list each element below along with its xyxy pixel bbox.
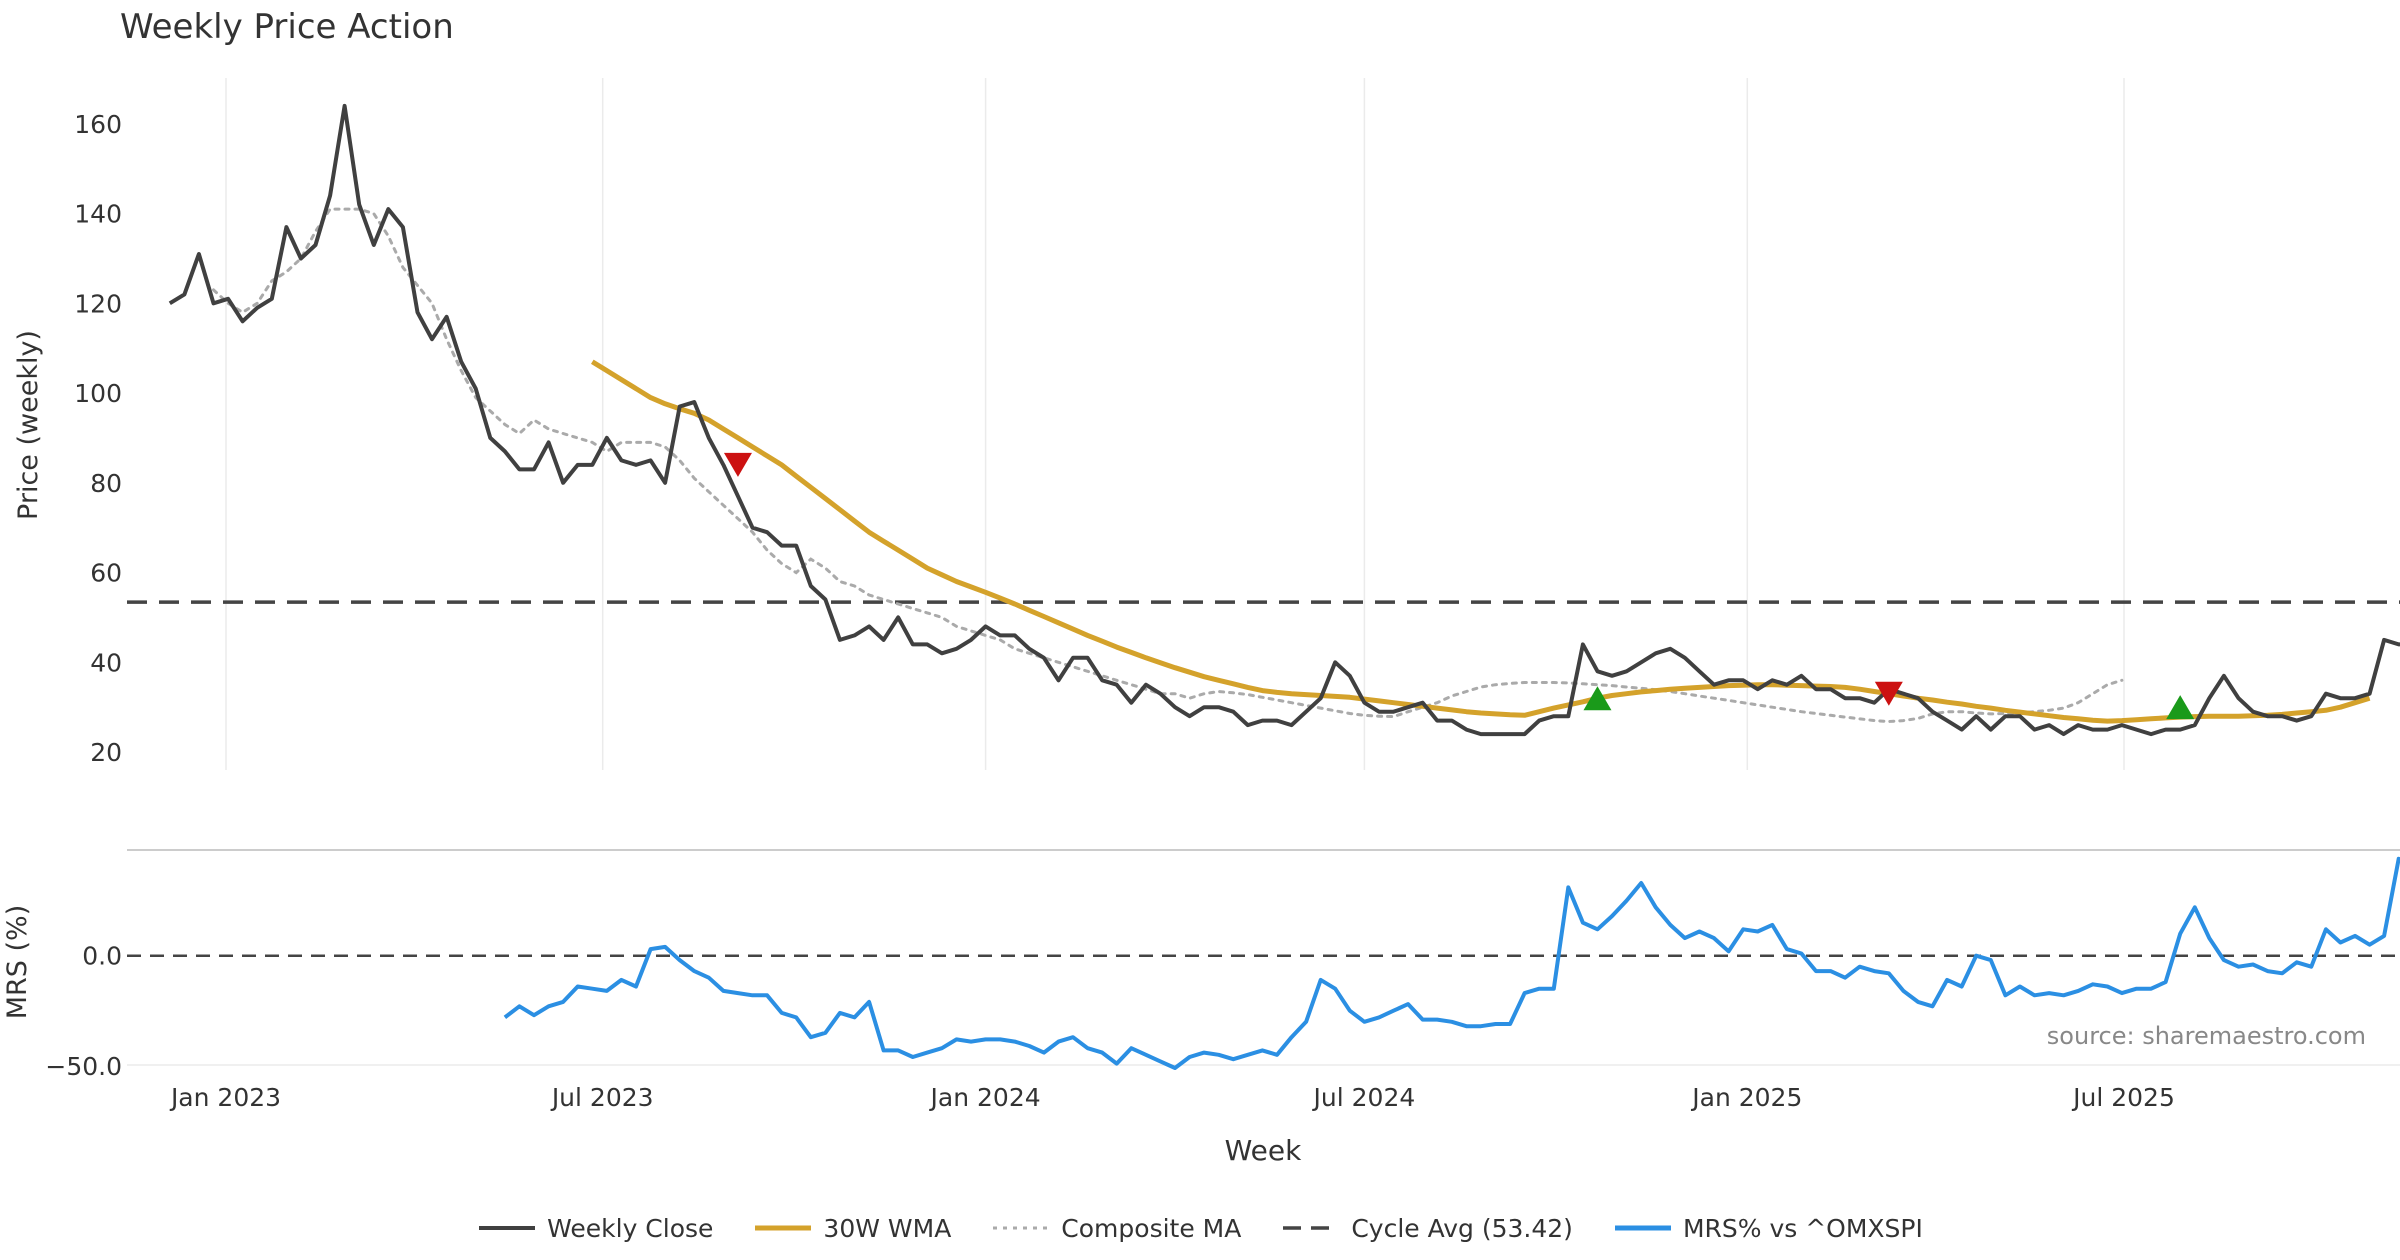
legend-item: Composite MA	[991, 1214, 1241, 1243]
composite-ma-line	[212, 207, 2124, 724]
x-tick-label: Jan 2025	[1690, 1083, 1802, 1112]
x-tick-label: Jul 2024	[1312, 1083, 1416, 1112]
legend-swatch-icon	[1614, 1225, 1671, 1231]
chart-legend: Weekly Close 30W WMA Composite MA Cycle Avg…	[0, 1208, 2400, 1248]
price-y-tick-label: 120	[74, 289, 122, 318]
legend-item: MRS% vs ^OMXSPI	[1613, 1214, 1923, 1243]
source-watermark: source: sharemaestro.com	[2047, 1022, 2366, 1050]
mrs-y-ticks: 0.0 −50.0	[45, 942, 122, 1081]
legend-item: Weekly Close	[477, 1214, 713, 1243]
legend-label: Cycle Avg (53.42)	[1351, 1213, 1573, 1243]
x-tick-labels: Jan 2023 Jul 2023 Jan 2024 Jul 2024 Jan 2025…	[169, 1083, 2175, 1112]
legend-label: 30W WMA	[823, 1213, 952, 1243]
price-y-tick-label: 60	[90, 559, 122, 588]
price-y-ticks: 20 40 60 80 100 120 140 160	[74, 110, 122, 767]
wma-30w-line	[590, 359, 2371, 724]
price-y-axis-label: Price (weekly)	[13, 330, 44, 520]
sell-signal-marker	[723, 452, 752, 477]
mrs-y-tick-label: −50.0	[45, 1052, 122, 1081]
legend-label: MRS% vs ^OMXSPI	[1682, 1213, 1923, 1243]
price-y-tick-label: 140	[74, 200, 122, 229]
mrs-y-axis-label: MRS (%)	[2, 905, 33, 1020]
x-tick-label: Jul 2023	[550, 1083, 654, 1112]
legend-item: 30W WMA	[753, 1214, 951, 1243]
price-grid	[225, 78, 2125, 770]
chart-title: Weekly Price Action	[120, 7, 454, 47]
legend-label: Weekly Close	[547, 1213, 714, 1243]
weekly-price-chart: Weekly Price Action 20 40 60 80 100 120 140 160…	[2, 7, 2400, 1167]
mrs-y-tick-label: 0.0	[82, 942, 122, 971]
price-y-tick-label: 40	[90, 648, 122, 677]
price-y-tick-label: 80	[90, 469, 122, 498]
legend-swatch-icon	[755, 1225, 812, 1231]
legend-label: Composite MA	[1061, 1213, 1242, 1243]
legend-swatch-icon	[993, 1226, 1050, 1230]
buy-signal-marker	[1583, 686, 1612, 711]
buy-signal-marker	[2166, 695, 2195, 720]
price-y-tick-label: 160	[74, 110, 122, 139]
x-tick-label: Jan 2023	[169, 1083, 281, 1112]
weekly-close-line	[168, 103, 2400, 737]
price-y-tick-label: 100	[74, 379, 122, 408]
sell-signal-marker	[1874, 681, 1903, 706]
x-tick-label: Jan 2024	[929, 1083, 1041, 1112]
legend-item: Cycle Avg (53.42)	[1281, 1214, 1573, 1243]
legend-swatch-icon	[479, 1226, 536, 1230]
x-tick-label: Jul 2025	[2071, 1083, 2175, 1112]
legend-swatch-icon	[1283, 1226, 1340, 1230]
price-y-tick-label: 20	[90, 738, 122, 767]
signal-markers	[723, 452, 2195, 720]
mrs-line	[503, 856, 2400, 1070]
x-axis-label: Week	[1225, 1134, 1302, 1167]
